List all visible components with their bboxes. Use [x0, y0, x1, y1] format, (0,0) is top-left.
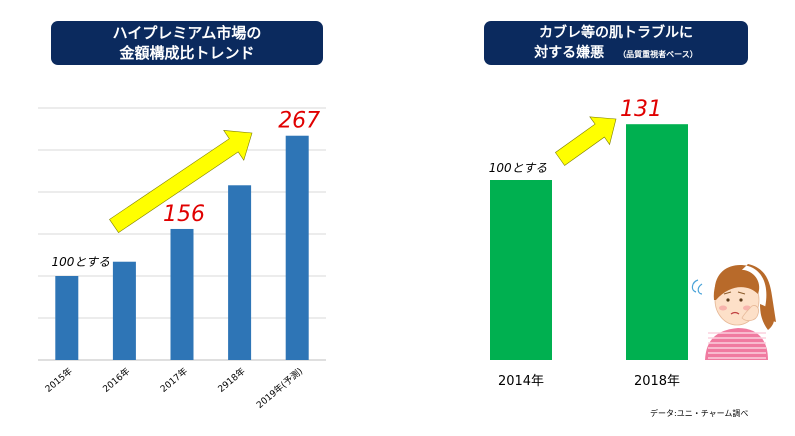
chart1-annotation: 267: [278, 109, 320, 134]
chart2-bar: [490, 180, 552, 360]
chart1-bar: [112, 261, 136, 360]
girl-hair-front: [713, 269, 760, 300]
chart2-x-tick-label: 2018年: [634, 374, 680, 389]
chart1-title: ハイプレミアム市場の 金額構成比トレンド: [51, 21, 323, 65]
chart1-bar: [170, 228, 194, 360]
chart1-annotation: 156: [163, 202, 205, 227]
chart1-bar: [55, 276, 79, 360]
chart1-title-line2: 金額構成比トレンド: [119, 44, 255, 62]
girl-shirt: [705, 328, 768, 360]
girl-eyebrows: [723, 291, 746, 295]
girl-eye-left: [726, 298, 730, 302]
chart1-title-line1: ハイプレミアム市場の: [112, 24, 262, 42]
chart2-plot: 2014年 2018年: [490, 124, 688, 389]
chart2-annotation: 131: [620, 97, 662, 122]
chart1-trend-arrow: [109, 130, 253, 234]
chart1-x-tick-label: 2017年: [158, 365, 190, 395]
chart2-annotation: 100とする: [489, 161, 548, 175]
chart1-x-tick-label: 2016年: [100, 365, 132, 395]
chart2-x-tick-label: 2014年: [498, 374, 544, 389]
girl-mouth: [730, 311, 740, 315]
chart1-x-tick-label: 2015年: [43, 365, 75, 395]
girl-hand: [741, 305, 759, 322]
girl-blush-left: [719, 305, 727, 311]
worry-lines-icon: [691, 279, 703, 295]
chart2-bar: [626, 124, 688, 360]
chart1-x-tick-label: 2019年(予測): [254, 365, 305, 411]
chart1-bar: [228, 185, 252, 360]
chart2-title-sub: （品質重視者ベース）: [618, 50, 698, 59]
chart2-title-line1: カブレ等の肌トラブルに: [539, 25, 693, 41]
worried-girl-illustration: [691, 264, 776, 360]
chart1-x-tick-label: 2918年: [215, 365, 247, 395]
chart2-title-line2: 対する嫌悪: [534, 45, 605, 61]
source-note: データ:ユニ・チャーム調べ: [650, 409, 749, 418]
chart1-bar: [285, 135, 309, 360]
girl-ponytail: [760, 304, 775, 330]
girl-eye-right: [739, 298, 743, 302]
chart2-trend-arrow: [554, 116, 617, 166]
chart2-title: カブレ等の肌トラブルに 対する嫌悪 （品質重視者ベース）: [484, 21, 748, 65]
chart1-annotation: 100とする: [52, 255, 111, 269]
